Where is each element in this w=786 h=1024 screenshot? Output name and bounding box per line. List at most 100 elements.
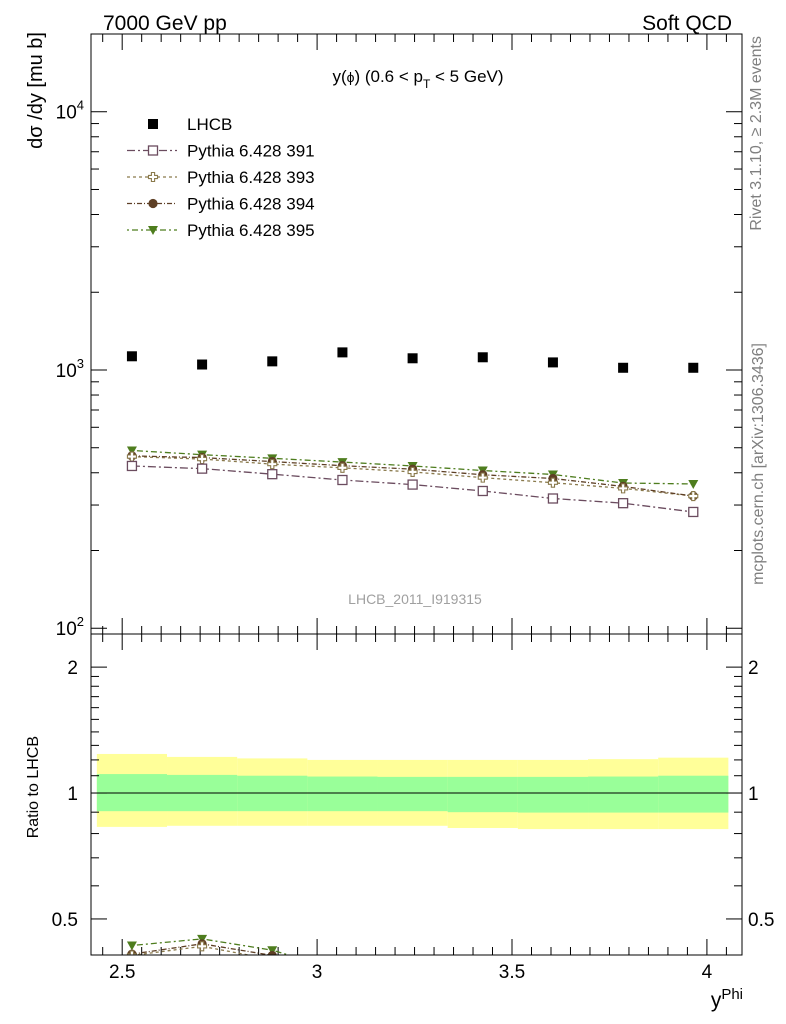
legend-label: Pythia 6.428 393: [187, 168, 315, 187]
ratio-data-point: [619, 1008, 628, 1017]
data-point: [477, 472, 488, 483]
ratio-y-tick-label-right: 0.5: [748, 910, 774, 931]
ratio-series-line: [132, 962, 693, 1024]
ratio-data-point: [689, 996, 698, 1005]
legend-marker: [148, 119, 158, 129]
plot-title: y(ϕ) (0.6 < pT < 5 GeV): [332, 67, 503, 91]
main-series-group: [126, 347, 699, 518]
series-line: [131, 455, 694, 497]
ratio-data-point: [478, 1005, 487, 1014]
band-green-segment: [307, 776, 378, 812]
ratio-series-line: [131, 943, 274, 955]
data-point: [688, 479, 699, 489]
data-point: [477, 485, 488, 497]
ratio-data-point: [548, 971, 558, 980]
data-point: [688, 362, 699, 373]
data-point: [267, 356, 278, 367]
data-point: [267, 469, 278, 480]
ratio-data-point: [267, 950, 277, 955]
x-tick-label: 4: [702, 962, 713, 983]
data-point: [477, 352, 488, 363]
legend-marker: [147, 145, 159, 156]
ratio-data-point: [198, 957, 207, 966]
ratio-data-point: [548, 977, 557, 986]
ratio-data-point: [267, 946, 278, 955]
ratio-data-point: [126, 941, 137, 951]
x-axis-label: yPhi: [711, 986, 743, 1012]
ratio-data-point: [478, 983, 487, 992]
ratio-y-tick-label-left: 1: [67, 784, 78, 805]
legend-label: LHCB: [187, 115, 232, 134]
header-left-label: 7000 GeV pp: [103, 12, 227, 35]
x-tick-label: 2.5: [109, 962, 135, 983]
ratio-data-point: [689, 996, 698, 1005]
legend: LHCB Pythia 6.428 391 Pythia 6.428 393 Pyth…: [127, 115, 315, 240]
rivet-side-label: Rivet 3.1.10, ≥ 2.3M events: [748, 36, 765, 231]
data-point: [337, 347, 348, 358]
band-green-segment: [658, 775, 729, 813]
mcplots-side-label: mcplots.cern.ch [arXiv:1306.3436]: [750, 343, 767, 585]
data-point: [688, 491, 699, 502]
ratio-data-point: [548, 1009, 557, 1018]
data-point: [197, 359, 208, 370]
ratio-data-point: [478, 979, 487, 988]
data-point: [618, 362, 629, 373]
ratio-y-tick-label-right: 1: [748, 784, 759, 805]
ratio-uncertainty-bands: [96, 753, 729, 830]
ratio-y-tick-label-left: 0.5: [52, 910, 78, 931]
main-y-axis-label: dσ /dy [mu b]: [25, 32, 47, 149]
ratio-data-point: [548, 983, 557, 992]
header-right-label: Soft QCD: [642, 12, 732, 35]
ratio-data-point: [408, 963, 418, 972]
ratio-y-tick-label-right: 2: [748, 658, 759, 679]
data-point: [337, 462, 348, 473]
main-y-tick-label: 103: [56, 356, 84, 382]
ratio-data-point: [126, 950, 137, 955]
ratio-data-point: [408, 993, 417, 1002]
ratio-data-point: [478, 973, 488, 982]
data-point: [547, 477, 558, 488]
data-point: [126, 351, 137, 362]
data-point: [126, 460, 138, 472]
x-tick-label: 3: [312, 962, 323, 983]
data-point: [407, 479, 418, 490]
data-point: [407, 466, 418, 477]
ratio-data-point: [338, 972, 347, 981]
data-point: [126, 446, 137, 456]
ratio-data-point: [270, 954, 275, 955]
data-point: [547, 493, 559, 504]
data-point: [547, 357, 558, 368]
x-tick-label: 3.5: [499, 962, 525, 983]
ratio-series-line: [131, 938, 292, 955]
data-point: [407, 353, 418, 364]
legend-label: Pythia 6.428 394: [187, 195, 315, 214]
ratio-panel-frame: [90, 633, 743, 956]
ratio-data-point: [408, 973, 417, 982]
ratio-data-point: [619, 981, 628, 990]
legend-marker: [147, 171, 159, 183]
series-line: [131, 465, 694, 513]
band-green-segment: [447, 776, 518, 813]
ratio-data-point: [408, 968, 417, 977]
data-point: [196, 463, 208, 474]
ratio-data-point: [268, 971, 277, 980]
ratio-y-tick-label-left: 2: [67, 658, 78, 679]
main-y-tick-label: 102: [56, 614, 84, 640]
data-point: [618, 483, 629, 494]
band-green-segment: [588, 776, 659, 813]
band-green-segment: [377, 776, 448, 812]
ratio-data-point: [619, 984, 628, 993]
data-point: [617, 498, 629, 509]
band-green-segment: [517, 776, 589, 813]
ratio-data-point: [688, 977, 698, 986]
ratio-data-point: [197, 941, 208, 952]
legend-label: Pythia 6.428 395: [187, 221, 315, 240]
ratio-data-point: [338, 976, 347, 985]
data-point: [688, 506, 699, 518]
axis-ticks: 102 103 104 0.5 0.5 1 1 2 2 2.5 3 3.5 4: [52, 33, 774, 983]
legend-marker: [148, 226, 158, 235]
analysis-watermark: LHCB_2011_I919315: [348, 591, 482, 607]
ratio-data-point: [618, 976, 628, 985]
ratio-y-axis-label: Ratio to LHCB: [25, 736, 42, 838]
